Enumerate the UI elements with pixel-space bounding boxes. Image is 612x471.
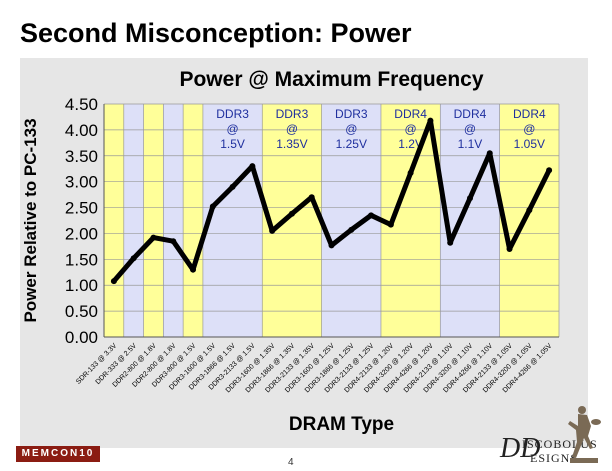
group-label: DDR4 (394, 107, 427, 121)
band-lavender-1 (123, 104, 144, 337)
group-label: DDR3 (276, 107, 309, 121)
y-tick-label: 1.50 (65, 250, 98, 269)
data-point (546, 167, 553, 174)
group-label: @ (226, 122, 238, 136)
chart-panel: Power @ Maximum Frequency 0.00 0.50 1.00 1.5… (20, 58, 588, 448)
data-point (348, 226, 355, 233)
group-label: @ (345, 122, 357, 136)
data-point (308, 194, 315, 201)
band-lavender-3 (163, 104, 184, 337)
band-yellow-10 (499, 104, 559, 337)
data-point (110, 278, 117, 285)
data-point (466, 195, 473, 202)
power-line-chart: Power @ Maximum Frequency 0.00 0.50 1.00 1.5… (21, 68, 560, 435)
x-axis-label: DRAM Type (289, 414, 394, 435)
data-point (229, 183, 236, 190)
data-point (269, 227, 276, 234)
group-label: 1.5V (220, 137, 245, 151)
y-axis-label: Power Relative to PC-133 (21, 118, 40, 322)
data-point (328, 242, 335, 249)
band-yellow-6 (262, 104, 322, 337)
band-lavender-9 (440, 104, 500, 337)
brand-monogram: DD (500, 433, 541, 464)
y-tick-label: 1.00 (65, 276, 98, 295)
discus-thrower-icon (568, 406, 601, 463)
y-tick-label: 2.50 (65, 199, 98, 218)
group-label: 1.1V (458, 137, 483, 151)
data-point (526, 207, 533, 214)
data-point (486, 150, 493, 157)
data-point (170, 238, 177, 245)
data-point (368, 212, 375, 219)
y-tick-label: 0.50 (65, 302, 98, 321)
data-point (427, 117, 434, 124)
data-point (387, 221, 394, 228)
band-yellow-0 (104, 104, 124, 337)
y-tick-label: 4.50 (65, 95, 98, 114)
band-lavender-7 (321, 104, 381, 337)
data-point (150, 234, 157, 241)
data-point (447, 239, 454, 246)
group-label: @ (405, 122, 417, 136)
group-label: 1.25V (336, 137, 367, 151)
group-label: 1.05V (514, 137, 545, 151)
group-label: @ (286, 122, 298, 136)
slide-title: Second Misconception: Power (20, 18, 412, 48)
band-yellow-2 (143, 104, 164, 337)
group-label: @ (523, 122, 535, 136)
y-tick-label: 3.50 (65, 147, 98, 166)
group-label: @ (464, 122, 476, 136)
brand-line-2: ESIGNS (530, 451, 579, 465)
data-point (130, 255, 137, 262)
data-point (407, 169, 414, 176)
group-label: DDR3 (335, 107, 368, 121)
memcon-logo: MEMCON10 (16, 446, 100, 462)
chart-title: Power @ Maximum Frequency (179, 68, 483, 91)
y-tick-label: 3.00 (65, 173, 98, 192)
y-tick-label: 0.00 (65, 328, 98, 347)
group-label: DDR4 (454, 107, 487, 121)
band-yellow-4 (183, 104, 203, 337)
group-label: DDR3 (216, 107, 249, 121)
y-tick-label: 2.00 (65, 224, 98, 243)
data-point (209, 203, 216, 210)
data-point (190, 266, 197, 273)
page-number: 4 (288, 457, 294, 468)
data-point (506, 245, 513, 252)
band-lavender-5 (202, 104, 263, 337)
group-label: 1.2V (398, 137, 423, 151)
data-point (288, 210, 295, 217)
group-label: 1.35V (276, 137, 307, 151)
y-tick-label: 4.00 (65, 121, 98, 140)
group-label: DDR4 (513, 107, 546, 121)
data-point (249, 163, 256, 170)
